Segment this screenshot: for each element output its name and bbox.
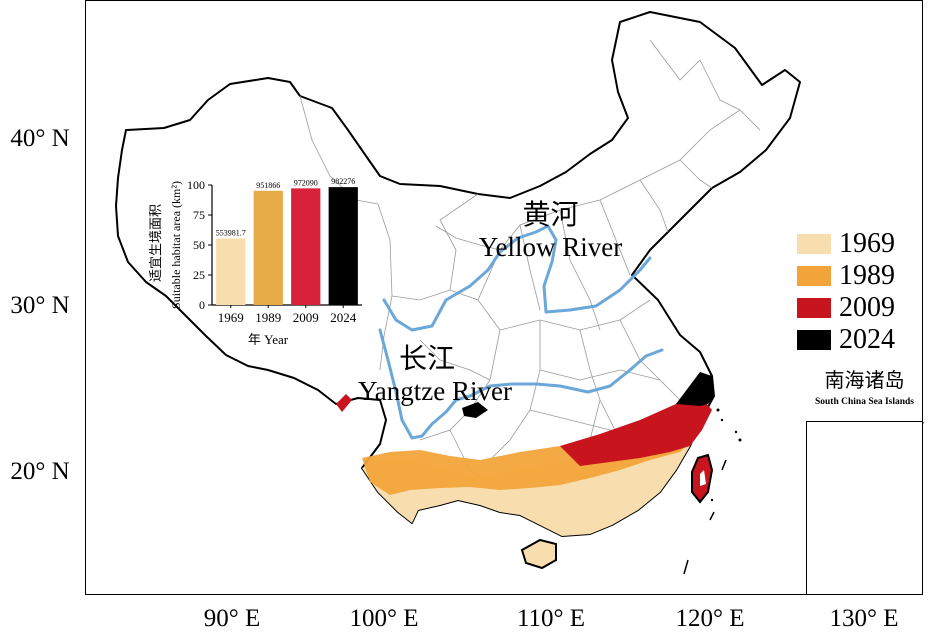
habitat-area-bar-chart: 适宜生境面积 Suitable habitat area (km²) 年 Yea… [148,177,362,345]
y-axis-label-cn: 适宜生境面积 [148,204,163,282]
legend-swatch-2009 [797,298,831,318]
habitat-2024 [676,372,714,406]
legend-item-2009: 2009 [797,292,895,324]
bar-value-label-2009: 972090 [294,178,318,187]
legend-label-2009: 2009 [839,292,895,323]
longitude-label-120e: 120° E [675,605,745,632]
x-tick-label-1969: 1969 [218,310,244,325]
x-tick-label-1989: 1989 [255,310,281,325]
province-boundaries [299,39,761,491]
legend-label-1989: 1989 [839,260,895,291]
taiwan-white-patch [700,470,706,486]
legend-item-1989: 1989 [797,260,895,292]
x-axis-label: 年 Year [248,332,289,345]
hainan-island [520,538,557,570]
yellow-river-label: 黄河 Yellow River [458,200,643,262]
longitude-label-110e: 110° E [516,605,586,632]
china-outline [115,11,801,537]
x-tick-label-2009: 2009 [293,310,319,325]
bar-1969 [216,238,246,305]
bar-2024 [328,187,358,305]
latitude-label-40n: 40° N [10,125,70,152]
longitude-label-130e: 130° E [829,605,899,632]
yellow-river-label-en: Yellow River [478,232,623,262]
habitat-2009 [560,396,712,466]
bar-value-label-1989: 951866 [256,181,280,190]
habitat-distribution [336,372,714,536]
bar-chart-plot: 0 25 50 75 100 553981.7 1969 951866 1989 972090 20… [187,177,362,325]
bar-1989 [253,190,283,305]
inset-title: 南海诸岛 South China Sea Islands [806,368,923,410]
legend-swatch-2024 [797,330,831,350]
bar-value-label-2024: 982276 [331,177,355,186]
inset-title-en: South China Sea Islands [814,397,914,407]
inset-title-cn: 南海诸岛 [824,370,905,392]
y-axis-label-en: Suitable habitat area (km²) [169,181,183,309]
yellow-river-line [382,224,652,332]
map-frame [85,0,923,595]
x-tick-label-2024: 2024 [330,310,357,325]
legend-swatch-1989 [797,266,831,286]
yangtze-river-label-cn: 长江 [399,344,456,375]
latitude-label-20n: 20° N [10,458,70,485]
latitude-label-30n: 30° N [10,292,70,319]
inset-frame [806,421,923,595]
yellow-river-label-cn: 黄河 [522,200,579,231]
longitude-label-90e: 90° E [203,605,261,632]
y-tick-label: 100 [187,178,205,192]
bar-value-label-1969: 553981.7 [216,229,246,238]
coastal-islands [683,408,742,575]
legend-label-1969: 1969 [839,228,895,259]
legend-label-2024: 2024 [839,324,895,355]
y-tick-label: 50 [193,238,205,252]
y-tick-label: 25 [193,268,205,282]
longitude-label-100e: 100° E [349,605,419,632]
legend-item-1969: 1969 [797,228,895,260]
habitat-2009-patch [336,394,352,412]
legend: 1969 1989 2009 2024 [797,228,895,356]
rivers [378,224,664,440]
yangtze-river-label: 长江 Yangtze River [335,344,535,406]
legend-swatch-1969 [797,234,831,254]
habitat-2024-patch [462,402,488,418]
y-tick-label: 75 [193,208,205,222]
bar-2009 [291,188,321,305]
legend-item-2024: 2024 [797,324,895,356]
yangtze-river-label-en: Yangtze River [358,376,512,406]
y-tick-label: 0 [199,298,205,312]
yangtze-river-line [378,328,664,440]
